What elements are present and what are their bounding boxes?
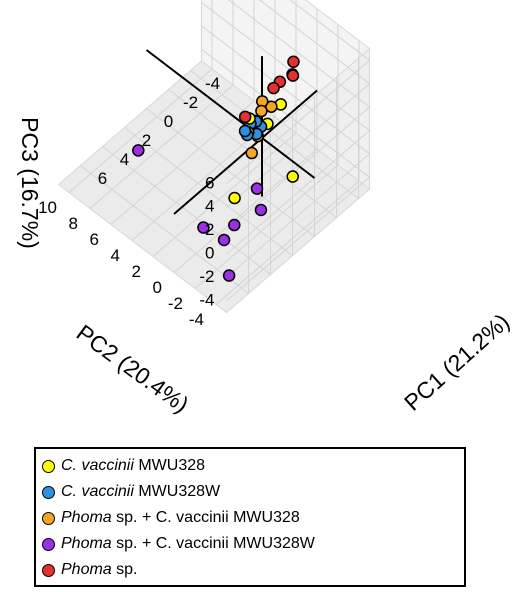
data-point: [250, 182, 264, 195]
z-tick-labels: -4 -2 0 2 4 6: [199, 173, 214, 309]
legend-entry: Phoma sp.: [42, 557, 464, 583]
grid-line: [226, 153, 370, 278]
legend-italic: Phoma: [61, 561, 112, 578]
legend-marker: [42, 485, 55, 499]
tick-label: 10: [38, 198, 57, 217]
data-point: [238, 124, 252, 138]
legend-italic: Phoma: [61, 509, 112, 526]
legend-text: sp. + C. vaccinii MWU328: [111, 509, 300, 526]
legend-text: MWU328: [133, 457, 206, 474]
legend-marker: [42, 511, 55, 525]
data-point: [222, 269, 236, 282]
data-point: [286, 69, 300, 82]
tick-label: 0: [205, 243, 214, 262]
legend-italic: C. vaccinii: [61, 483, 134, 500]
legend-marker: [42, 459, 55, 473]
data-point: [255, 104, 268, 118]
grid-line: [289, 0, 370, 61]
pc2-axis-line: [145, 49, 316, 179]
tick-label: 6: [205, 173, 214, 192]
legend-marker: [42, 563, 55, 577]
grid-lines: [68, 0, 370, 305]
grid-line: [226, 176, 370, 302]
grid-line: [102, 146, 271, 275]
data-point: [245, 146, 258, 160]
grid-line: [190, 70, 359, 199]
tick-label: 0: [153, 278, 162, 297]
data-point: [228, 218, 241, 232]
data-points: [132, 55, 300, 282]
data-point: [287, 55, 300, 68]
grid-line: [194, 164, 339, 289]
tick-label: 6: [98, 169, 107, 188]
data-point: [286, 170, 299, 183]
tick-label: -2: [168, 294, 183, 313]
data-point: [132, 144, 145, 157]
data-point: [217, 233, 231, 247]
legend-entry: Phoma sp. + C. vaccinii MWU328: [42, 505, 464, 531]
grid-line: [80, 165, 249, 294]
legend-italic: Phoma: [61, 535, 112, 552]
grid-line: [201, 25, 370, 155]
grid-line: [226, 106, 370, 231]
tick-label: 4: [205, 197, 214, 216]
grid-line: [110, 100, 255, 225]
data-point: [228, 191, 241, 205]
grid-line: [201, 48, 370, 178]
legend-entry: C. vaccinii MWU328: [42, 453, 464, 479]
grid-line: [146, 108, 315, 237]
grid-line: [215, 180, 360, 305]
grid-line: [173, 148, 318, 273]
legend-text: sp. + C. vaccinii MWU328W: [111, 535, 315, 552]
data-point: [197, 221, 210, 234]
tick-label: -2: [199, 267, 214, 286]
legend-italic: C. vaccinii: [61, 457, 134, 474]
grid-line: [258, 0, 370, 85]
tick-label: 8: [69, 214, 78, 233]
legend-entry: Phoma sp. + C. vaccinii MWU328W: [42, 531, 464, 557]
grid-line: [226, 130, 370, 255]
data-point: [238, 110, 252, 124]
grid-line: [68, 68, 213, 193]
y-axis-title: PC2 (20.4%): [72, 319, 194, 417]
tick-label: 2: [132, 262, 141, 281]
tick-label: 4: [120, 150, 129, 169]
legend-marker: [42, 537, 55, 551]
tick-label: 2: [205, 220, 214, 239]
grid-line: [152, 132, 297, 257]
legend-entry: C. vaccinii MWU328W: [42, 479, 464, 505]
axis-panes: [57, 0, 371, 314]
tick-label: 0: [164, 112, 173, 131]
legend: C. vaccinii MWU328 C. vaccinii MWU328W P…: [34, 447, 466, 587]
z-axis-title: PC3 (16.7%): [17, 117, 43, 249]
grid-line: [226, 59, 370, 185]
tick-label: 2: [142, 131, 151, 150]
grid-line: [124, 127, 293, 256]
x-axis-title: PC1 (21.2%): [399, 308, 514, 415]
tick-label: -4: [189, 310, 204, 329]
legend-text: MWU328W: [133, 483, 221, 500]
tick-label: 4: [111, 246, 120, 265]
grid-line: [201, 2, 370, 131]
grid-line: [226, 83, 370, 208]
pc1-axis-line: [173, 89, 318, 215]
tick-label: -4: [199, 290, 214, 309]
legend-text: sp.: [111, 561, 138, 578]
grid-line: [228, 0, 370, 108]
data-point: [267, 81, 280, 95]
tick-label: -4: [205, 74, 220, 93]
tick-label: -2: [183, 93, 198, 112]
grid-line: [89, 84, 234, 209]
tick-label: 6: [90, 230, 99, 249]
data-point: [254, 203, 268, 217]
